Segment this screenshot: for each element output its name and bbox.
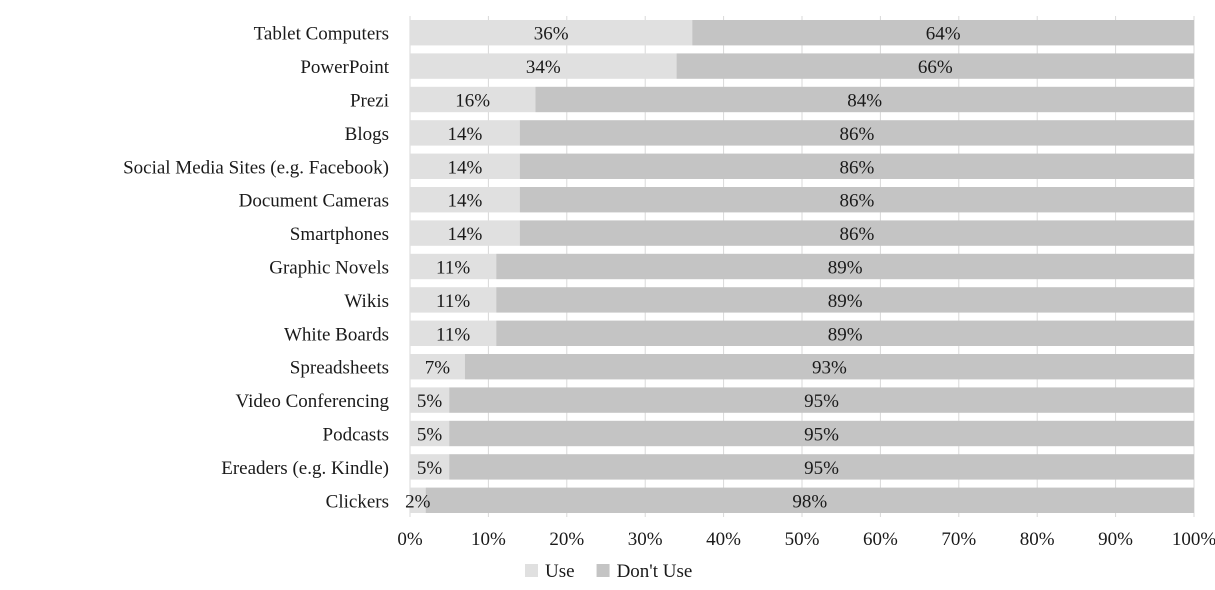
category-label: Blogs <box>345 124 389 145</box>
x-axis-tick-labels: 0% 10% 20% 30% 40% 50% 60% 70% 80% 90% 100% <box>397 529 1215 550</box>
bar-segment-dont-use <box>449 387 1194 413</box>
category-label: Prezi <box>350 91 389 112</box>
bar-segment-use <box>410 487 426 513</box>
data-label: 14% <box>447 157 482 178</box>
x-tick-label: 20% <box>549 529 584 550</box>
bar-segment-dont-use <box>496 320 1194 346</box>
bar-segment-dont-use <box>496 287 1194 313</box>
legend-label: Use <box>545 561 575 582</box>
category-label: Podcasts <box>323 425 390 446</box>
category-label: Spreadsheets <box>290 358 389 379</box>
category-label: Wikis <box>344 291 389 312</box>
data-label: 16% <box>455 91 490 112</box>
bars <box>410 20 1194 513</box>
bar-segment-use <box>410 253 497 280</box>
bar-segment-dont-use <box>519 187 1194 213</box>
x-tick-label: 80% <box>1020 529 1055 550</box>
bar-segment-use <box>410 454 450 480</box>
data-label: 14% <box>447 191 482 212</box>
bar-segment-dont-use <box>676 53 1194 79</box>
data-label: 5% <box>417 458 443 479</box>
data-label: 5% <box>417 425 443 446</box>
bar-segment-use <box>410 320 497 346</box>
bar-segment-dont-use <box>519 153 1194 179</box>
bar-segment-use <box>410 86 536 113</box>
data-label: 11% <box>436 258 470 279</box>
x-tick-label: 100% <box>1172 529 1215 550</box>
category-label: PowerPoint <box>300 57 389 78</box>
bar-segment-dont-use <box>464 354 1194 380</box>
data-label: 14% <box>447 124 482 145</box>
bar-segment-use <box>410 120 520 146</box>
bar-segment-use <box>410 187 520 213</box>
category-label: Social Media Sites (e.g. Facebook) <box>123 157 389 178</box>
data-label: 36% <box>534 24 569 45</box>
bar-segment-use <box>410 153 520 179</box>
x-tick-label: 90% <box>1098 529 1133 550</box>
x-tick-label: 30% <box>628 529 663 550</box>
data-label: 98% <box>792 491 827 512</box>
x-tick-label: 70% <box>941 529 976 550</box>
bar-segment-use <box>410 53 677 79</box>
x-tick-label: 40% <box>706 529 741 550</box>
data-labels: 36% 64% 34% 66% 16% 84% 14% 86% 14% 86% 14% 86% 14% 8… <box>405 24 961 513</box>
bar-segment-use <box>410 387 450 413</box>
data-label: 2% <box>405 491 431 512</box>
bar-segment-dont-use <box>535 86 1194 113</box>
data-label: 14% <box>447 224 482 245</box>
category-label: Video Conferencing <box>236 391 390 412</box>
data-label: 86% <box>839 157 874 178</box>
x-tick-label: 50% <box>785 529 820 550</box>
category-label: White Boards <box>284 324 389 345</box>
data-label: 64% <box>926 24 961 45</box>
bar-segment-dont-use <box>519 120 1194 146</box>
data-label: 84% <box>847 91 882 112</box>
data-label: 89% <box>828 324 863 345</box>
legend-label: Don't Use <box>617 561 693 582</box>
data-label: 95% <box>804 458 839 479</box>
category-label: Document Cameras <box>239 191 389 212</box>
data-label: 5% <box>417 391 443 412</box>
data-label: 11% <box>436 324 470 345</box>
category-label: Graphic Novels <box>269 258 389 279</box>
bar-segment-use <box>410 220 520 246</box>
legend: Use Don't Use <box>525 561 692 582</box>
data-label: 34% <box>526 57 561 78</box>
bar-segment-dont-use <box>519 220 1194 246</box>
category-label: Ereaders (e.g. Kindle) <box>221 458 389 479</box>
bar-segment-dont-use <box>692 20 1194 46</box>
bar-segment-use <box>410 354 465 380</box>
data-label: 7% <box>425 358 451 379</box>
bar-segment-use <box>410 420 450 447</box>
legend-swatch <box>596 564 610 577</box>
data-label: 86% <box>839 124 874 145</box>
category-label: Clickers <box>326 491 389 512</box>
bar-segment-dont-use <box>425 487 1194 513</box>
legend-swatch <box>525 564 538 577</box>
data-label: 95% <box>804 391 839 412</box>
category-label: Smartphones <box>290 224 389 245</box>
bar-segment-use <box>410 20 693 46</box>
bar-segment-use <box>410 287 497 313</box>
data-label: 89% <box>828 258 863 279</box>
data-label: 86% <box>839 224 874 245</box>
x-tick-label: 0% <box>397 529 423 550</box>
category-labels: Tablet Computers PowerPoint Prezi Blogs Soci… <box>123 24 390 513</box>
data-label: 86% <box>839 191 874 212</box>
bar-segment-dont-use <box>449 420 1194 447</box>
data-label: 93% <box>812 358 847 379</box>
category-label: Tablet Computers <box>254 24 389 45</box>
x-tick-label: 60% <box>863 529 898 550</box>
data-label: 11% <box>436 291 470 312</box>
data-label: 89% <box>828 291 863 312</box>
bar-segment-dont-use <box>496 253 1194 280</box>
x-tick-label: 10% <box>471 529 506 550</box>
bar-segment-dont-use <box>449 454 1194 480</box>
data-label: 95% <box>804 425 839 446</box>
data-label: 66% <box>918 57 953 78</box>
